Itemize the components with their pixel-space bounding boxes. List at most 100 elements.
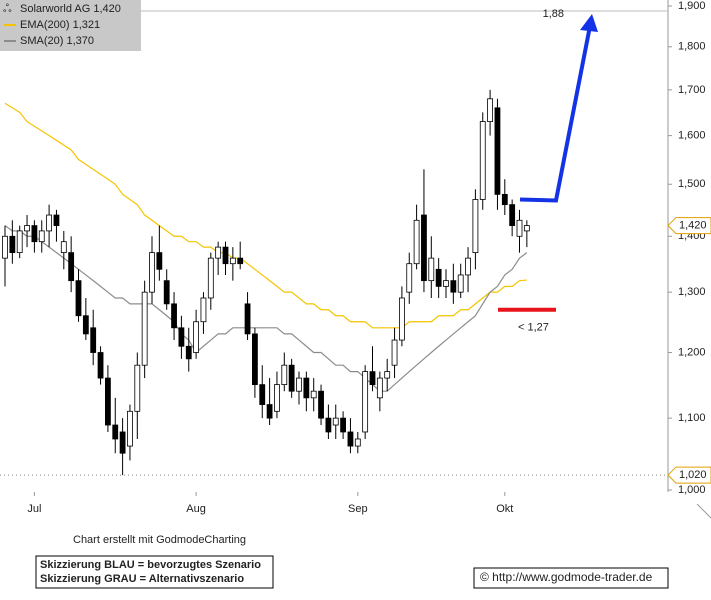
candle-body <box>465 257 471 276</box>
candle-body <box>435 268 442 287</box>
y-tick-label: 1,200 <box>678 346 706 358</box>
candle-body <box>325 417 332 433</box>
candle-body <box>296 377 302 392</box>
candle-body <box>266 404 273 419</box>
candle-body <box>347 431 354 447</box>
candle-body <box>354 438 361 447</box>
candle-body <box>31 225 38 243</box>
legend-title: Solarworld AG 1,420 <box>20 3 121 15</box>
candle-body <box>494 107 501 195</box>
candle-body <box>105 377 111 426</box>
price-marker <box>667 217 711 235</box>
legend-label: SMA(20) 1,370 <box>20 35 94 47</box>
y-tick-label: 1,600 <box>678 129 706 141</box>
candle-body <box>200 297 207 323</box>
candle-body <box>457 274 464 293</box>
candle-body <box>443 280 449 287</box>
credit: Chart erstellt mit GodmodeCharting <box>73 534 246 546</box>
candle-body <box>141 291 148 366</box>
y-tick-label: 1,900 <box>678 0 706 12</box>
price-marker-label: 1,420 <box>679 219 707 231</box>
indicator-line <box>4 102 527 329</box>
candle-body <box>487 98 494 122</box>
candle-body <box>75 280 82 317</box>
candle-body <box>229 257 236 265</box>
legend-box <box>0 0 141 51</box>
candle-body <box>237 257 244 265</box>
candle-body <box>156 252 163 270</box>
candle-body <box>171 303 177 329</box>
candle-body <box>340 417 347 433</box>
candle-body <box>362 371 369 433</box>
candle-body <box>178 327 185 347</box>
y-tick-label: 1,500 <box>678 178 706 190</box>
source-box <box>473 567 669 589</box>
candle-body <box>215 246 222 259</box>
candle-body <box>251 333 258 386</box>
candle-body <box>90 327 97 353</box>
candle-body <box>82 315 89 335</box>
candle-body <box>391 339 398 366</box>
candle-body <box>259 384 266 405</box>
candle-body <box>274 384 280 412</box>
candle-body <box>2 235 8 259</box>
candle-body <box>509 204 516 226</box>
y-tick-label: 1,100 <box>678 412 706 424</box>
candle-body <box>222 246 229 265</box>
note: Skizzierung BLAU = bevorzugtes Szenario <box>40 559 261 571</box>
scenario-arrowhead <box>580 13 598 32</box>
corner-line <box>696 503 711 519</box>
y-tick-label: 1,800 <box>678 41 706 53</box>
candle-body <box>288 364 295 392</box>
y-tick-label: 1,300 <box>678 286 706 298</box>
candle-body <box>185 345 192 360</box>
scenario-label: < 1,27 <box>518 322 549 334</box>
candle-body <box>68 252 75 282</box>
candle-body <box>16 230 23 254</box>
candle-body <box>207 257 214 299</box>
candle-body <box>281 364 288 386</box>
candle-body <box>398 297 405 341</box>
y-tick-label: 1,000 <box>678 484 706 496</box>
candle-body <box>9 235 16 254</box>
candle-body <box>516 219 523 237</box>
x-tick-label: Jul <box>27 503 41 515</box>
candle-body <box>523 225 530 232</box>
candle-body <box>318 390 324 419</box>
candle-body <box>112 424 119 440</box>
candle-body <box>310 390 317 399</box>
candle-body <box>53 214 60 226</box>
candle-body <box>472 199 479 254</box>
candle-body <box>38 230 45 243</box>
candle-body <box>479 121 486 200</box>
candle-body <box>369 371 376 386</box>
candle-body <box>134 364 141 412</box>
candle-body <box>24 225 30 232</box>
price-marker <box>667 466 711 484</box>
candle-body <box>376 377 383 399</box>
y-tick-label: 1,700 <box>678 84 706 96</box>
candle-body <box>384 371 391 379</box>
candle-body <box>46 214 52 232</box>
candle-body <box>501 193 508 206</box>
note: Skizzierung GRAU = Alternativszenario <box>40 573 244 585</box>
candle-body <box>127 410 133 447</box>
indicator-line <box>4 225 528 392</box>
candle-body <box>97 352 104 379</box>
candle-body <box>421 214 427 282</box>
legend-icon: ஃ <box>3 3 12 15</box>
candle-body <box>428 257 435 282</box>
price-marker-label: 1,020 <box>679 469 707 481</box>
candle-body <box>450 280 457 293</box>
candle-body <box>303 377 310 399</box>
scenario-label: 1,88 <box>543 8 564 20</box>
notes-box <box>35 555 274 589</box>
x-tick-label: Aug <box>186 503 206 515</box>
x-tick-label: Okt <box>496 503 513 515</box>
candle-body <box>149 252 155 293</box>
candle-body <box>332 417 339 426</box>
x-tick-label: Sep <box>348 503 368 515</box>
candle-body <box>244 303 251 335</box>
candle-body <box>193 321 200 353</box>
